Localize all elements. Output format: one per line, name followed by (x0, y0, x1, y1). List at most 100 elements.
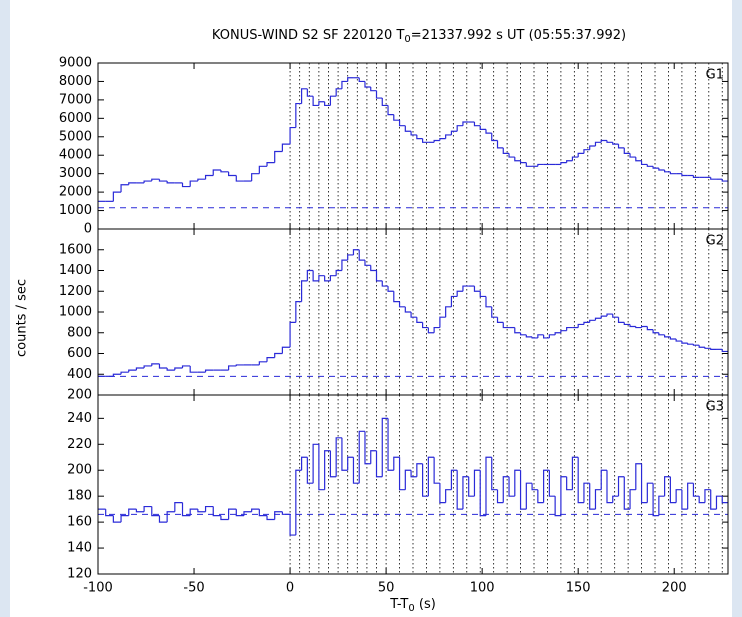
light-curve-bin (258, 509, 268, 517)
x-tick-label: 0 (286, 581, 294, 596)
light-curve-bin (704, 347, 711, 349)
light-curve-bin (658, 168, 665, 171)
light-curve-bin (295, 301, 302, 323)
light-curve-bin (410, 470, 417, 478)
light-curve-bin (617, 476, 625, 497)
light-curve-bin (352, 457, 360, 484)
light-curve-bin (289, 514, 296, 536)
light-curve-bin (491, 306, 498, 318)
light-curve-bin (381, 98, 389, 107)
light-curve-bin (312, 270, 319, 282)
title-main: KONUS-WIND S2 SF 220120 T (212, 28, 405, 43)
light-curve-bin (600, 469, 607, 490)
right-border (732, 0, 742, 617)
light-curve-bin (514, 157, 521, 162)
light-curve-bin (158, 363, 168, 369)
light-curve-bin (675, 338, 682, 342)
light-curve-bin (594, 317, 602, 321)
light-curve-bin (181, 365, 191, 369)
light-curve-bin (341, 259, 348, 271)
light-curve-bin (143, 505, 152, 512)
light-curve-bin (439, 138, 446, 141)
light-curve-bin (135, 509, 145, 513)
light-curve-bin (640, 325, 648, 328)
light-curve-bin (324, 275, 331, 282)
light-curve-bin (393, 114, 400, 121)
light-curve-bin (675, 489, 682, 503)
light-curve-bin (473, 286, 481, 292)
y-tick-label: 200 (67, 463, 92, 478)
light-curve-bin (329, 450, 337, 478)
y-tick-label: 1000 (59, 305, 92, 320)
y-tick-label: 3000 (59, 166, 92, 181)
light-curve-bin (531, 483, 538, 491)
light-curve-bin (398, 457, 406, 491)
light-curve-bin (433, 457, 440, 484)
light-curve-bin (687, 343, 694, 345)
light-curve-bin (491, 133, 498, 142)
light-curve-bin (710, 177, 717, 180)
light-curve-bin (623, 147, 631, 154)
light-curve-bin (212, 506, 221, 517)
x-axis-label: T-T0 (s) (389, 597, 436, 615)
light-curve-bin (554, 496, 561, 517)
light-curve-bin (189, 508, 198, 516)
light-curve-bin (381, 280, 389, 287)
light-curve-bin (281, 346, 291, 354)
light-curve-bin (617, 317, 625, 323)
light-curve-bin (531, 336, 538, 339)
light-curve-bin (352, 249, 360, 255)
light-curve-bin (681, 341, 688, 344)
light-curve-bin (600, 315, 607, 319)
light-curve-bin (445, 134, 452, 139)
light-curve-bin (258, 361, 268, 365)
panel-label: G3 (706, 400, 724, 415)
light-curve-bin (364, 81, 371, 88)
light-curve-bin (128, 369, 137, 373)
light-curve-bin (473, 122, 481, 127)
light-curve-bin (135, 367, 145, 371)
light-curve-bin (652, 329, 659, 334)
light-curve-bin (485, 456, 492, 516)
light-curve-bin (266, 515, 275, 521)
light-curve-bin (577, 323, 584, 328)
light-curve-bin (312, 443, 319, 484)
light-curve-bin (589, 319, 596, 323)
light-curve-bin (462, 476, 469, 510)
light-curve-bin (445, 306, 452, 318)
light-curve-bin (166, 511, 175, 523)
light-curve-bin (324, 450, 331, 490)
light-curve-bin (646, 164, 654, 167)
light-curve-bin (174, 502, 183, 512)
light-curve-bin (525, 162, 533, 167)
light-curve-bin (519, 470, 527, 510)
light-curve-bin (341, 437, 348, 471)
light-curve-bin (664, 476, 671, 497)
light-curve-bin (502, 322, 510, 329)
light-curve-bin (473, 469, 481, 497)
light-curve-bin (543, 334, 550, 339)
light-curve-bin (235, 509, 244, 517)
light-curve-bin (335, 437, 342, 477)
title-sub: 0 (404, 34, 410, 45)
y-tick-label: 1400 (59, 263, 92, 278)
light-curve-bin (617, 144, 625, 149)
light-curve-bin (462, 285, 469, 292)
light-curve-bin (669, 336, 677, 340)
light-curve-bin (537, 334, 544, 338)
y-tick-label: 140 (67, 541, 92, 556)
light-curve-bin (235, 175, 244, 182)
x-tick-label: -100 (83, 581, 113, 596)
light-curve-bin (274, 511, 283, 520)
light-curve-bin (220, 515, 229, 521)
light-curve-bin (300, 456, 308, 471)
light-curve-bin (120, 515, 129, 523)
y-tick-label: 6000 (59, 111, 92, 126)
light-curve-bin (698, 496, 705, 504)
light-curve-bin (496, 317, 504, 323)
light-curve-bin (422, 463, 429, 497)
left-border (0, 0, 10, 617)
light-curve-bin (433, 139, 440, 143)
light-curve-bin (721, 349, 728, 353)
